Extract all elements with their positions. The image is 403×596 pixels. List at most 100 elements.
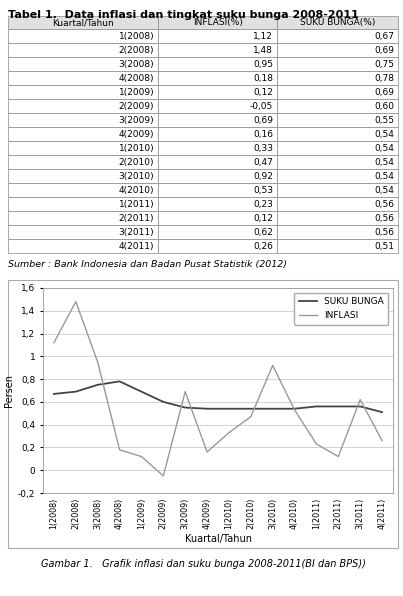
Bar bbox=[277, 113, 398, 127]
Text: 0,54: 0,54 bbox=[374, 157, 394, 166]
Text: 0,55: 0,55 bbox=[374, 116, 394, 125]
SUKU BUNGA bbox=[336, 403, 341, 410]
Text: 4(2009): 4(2009) bbox=[118, 129, 154, 138]
X-axis label: Kuartal/Tahun: Kuartal/Tahun bbox=[185, 533, 251, 544]
Text: 0,12: 0,12 bbox=[253, 213, 273, 222]
Bar bbox=[8, 239, 158, 253]
INFLASI bbox=[95, 358, 100, 365]
Text: 4(2010): 4(2010) bbox=[118, 185, 154, 194]
Text: 0,78: 0,78 bbox=[374, 73, 394, 82]
Text: SUKU BUNGA(%): SUKU BUNGA(%) bbox=[300, 18, 375, 27]
Text: 0,56: 0,56 bbox=[374, 213, 394, 222]
Bar bbox=[158, 43, 277, 57]
INFLASI bbox=[380, 437, 384, 444]
SUKU BUNGA bbox=[183, 404, 188, 411]
INFLASI bbox=[52, 339, 56, 346]
INFLASI bbox=[226, 429, 231, 436]
Text: Tabel 1.  Data inflasi dan tingkat suku bunga 2008-2011: Tabel 1. Data inflasi dan tingkat suku b… bbox=[8, 10, 359, 20]
Line: INFLASI: INFLASI bbox=[54, 302, 382, 476]
Text: 2(2010): 2(2010) bbox=[118, 157, 154, 166]
SUKU BUNGA bbox=[226, 405, 231, 412]
Bar bbox=[277, 16, 398, 29]
Text: 2(2008): 2(2008) bbox=[118, 45, 154, 54]
Text: 2(2011): 2(2011) bbox=[118, 213, 154, 222]
Bar bbox=[158, 29, 277, 43]
SUKU BUNGA bbox=[358, 403, 363, 410]
Bar bbox=[277, 71, 398, 85]
Bar bbox=[8, 43, 158, 57]
Text: 1,48: 1,48 bbox=[253, 45, 273, 54]
Bar bbox=[277, 99, 398, 113]
Text: 2(2009): 2(2009) bbox=[118, 101, 154, 110]
Text: 1(2010): 1(2010) bbox=[118, 144, 154, 153]
Y-axis label: Persen: Persen bbox=[4, 374, 14, 407]
Text: Kuartal/Tahun: Kuartal/Tahun bbox=[52, 18, 114, 27]
Text: 0,67: 0,67 bbox=[374, 32, 394, 41]
Text: Sumber : Bank Indonesia dan Badan Pusat Statistik (2012): Sumber : Bank Indonesia dan Badan Pusat … bbox=[8, 260, 287, 269]
Bar bbox=[8, 141, 158, 155]
Bar bbox=[158, 71, 277, 85]
Bar bbox=[8, 211, 158, 225]
Text: 0,69: 0,69 bbox=[374, 45, 394, 54]
Bar bbox=[158, 183, 277, 197]
Bar bbox=[277, 29, 398, 43]
Text: 0,54: 0,54 bbox=[374, 185, 394, 194]
Bar bbox=[158, 113, 277, 127]
Bar bbox=[277, 183, 398, 197]
Text: 0,47: 0,47 bbox=[253, 157, 273, 166]
Text: 0,53: 0,53 bbox=[253, 185, 273, 194]
Text: 3(2010): 3(2010) bbox=[118, 172, 154, 181]
INFLASI bbox=[358, 396, 363, 403]
Text: 1,12: 1,12 bbox=[253, 32, 273, 41]
Bar bbox=[8, 183, 158, 197]
Text: 3(2008): 3(2008) bbox=[118, 60, 154, 69]
Bar bbox=[8, 71, 158, 85]
Text: 1(2009): 1(2009) bbox=[118, 88, 154, 97]
SUKU BUNGA bbox=[139, 388, 144, 395]
Bar bbox=[158, 99, 277, 113]
Bar bbox=[8, 280, 398, 548]
Text: INFLASI(%): INFLASI(%) bbox=[193, 18, 243, 27]
Bar bbox=[8, 169, 158, 183]
Text: 0,51: 0,51 bbox=[374, 241, 394, 250]
INFLASI bbox=[292, 406, 297, 414]
INFLASI bbox=[270, 362, 275, 369]
Text: 0,54: 0,54 bbox=[374, 144, 394, 153]
INFLASI bbox=[336, 453, 341, 460]
Bar bbox=[158, 85, 277, 99]
Text: 0,60: 0,60 bbox=[374, 101, 394, 110]
Bar bbox=[277, 211, 398, 225]
Text: 3(2009): 3(2009) bbox=[118, 116, 154, 125]
Bar bbox=[277, 169, 398, 183]
SUKU BUNGA bbox=[292, 405, 297, 412]
Bar bbox=[158, 141, 277, 155]
Bar bbox=[277, 141, 398, 155]
Text: 0,69: 0,69 bbox=[374, 88, 394, 97]
INFLASI bbox=[73, 298, 78, 305]
Text: 1(2008): 1(2008) bbox=[118, 32, 154, 41]
Text: 0,56: 0,56 bbox=[374, 228, 394, 237]
Bar bbox=[158, 225, 277, 239]
Text: -0,05: -0,05 bbox=[250, 101, 273, 110]
Line: SUKU BUNGA: SUKU BUNGA bbox=[54, 381, 382, 412]
Text: 0,69: 0,69 bbox=[253, 116, 273, 125]
Text: 0,95: 0,95 bbox=[253, 60, 273, 69]
Bar bbox=[8, 99, 158, 113]
Bar bbox=[277, 239, 398, 253]
Bar bbox=[277, 43, 398, 57]
Text: Gambar 1.   Grafik inflasi dan suku bunga 2008-2011(BI dan BPS)): Gambar 1. Grafik inflasi dan suku bunga … bbox=[41, 559, 366, 569]
Bar bbox=[277, 197, 398, 211]
INFLASI bbox=[314, 440, 319, 448]
Text: 0,16: 0,16 bbox=[253, 129, 273, 138]
Bar bbox=[158, 239, 277, 253]
Bar bbox=[158, 57, 277, 71]
Bar bbox=[8, 29, 158, 43]
Bar bbox=[158, 16, 277, 29]
SUKU BUNGA bbox=[314, 403, 319, 410]
Text: 0,33: 0,33 bbox=[253, 144, 273, 153]
Bar bbox=[8, 16, 158, 29]
SUKU BUNGA bbox=[205, 405, 210, 412]
Bar bbox=[158, 127, 277, 141]
SUKU BUNGA bbox=[161, 398, 166, 405]
Bar bbox=[277, 57, 398, 71]
